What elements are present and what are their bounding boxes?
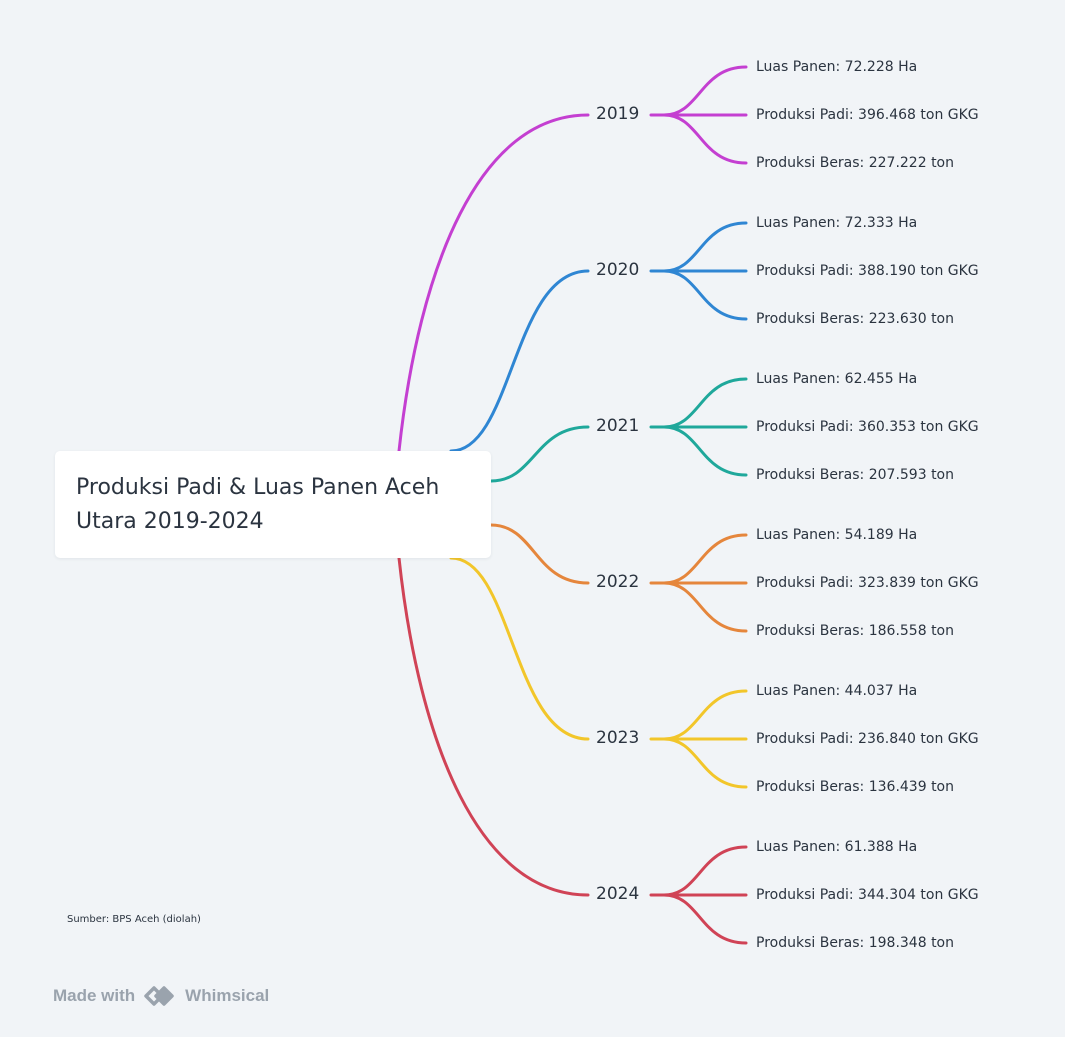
year-2024-luas-panen[interactable]: Luas Panen: 61.388 Ha [756, 839, 918, 855]
year-2021-label: 2021 [596, 416, 640, 436]
whimsical-brand-label: Whimsical [185, 986, 270, 1005]
year-2022-luas-panen[interactable]: Luas Panen: 54.189 Ha [756, 527, 918, 543]
root-topic-title-line-2: Utara 2019-2024 [76, 509, 264, 534]
year-2019-luas-panen[interactable]: Luas Panen: 72.228 Ha [756, 59, 918, 75]
year-2023-label: 2023 [596, 728, 640, 748]
year-2024-produksi-padi[interactable]: Produksi Padi: 344.304 ton GKG [756, 887, 979, 903]
year-2021-branch-1 [662, 377, 748, 429]
year-2022-branch-3 [662, 581, 748, 633]
year-2021-luas-panen[interactable]: Luas Panen: 62.455 Ha [756, 371, 918, 387]
year-2022-produksi-padi[interactable]: Produksi Padi: 323.839 ton GKG [756, 575, 979, 591]
year-2020-branch-3 [662, 269, 748, 321]
year-2024-produksi-beras[interactable]: Produksi Beras: 198.348 ton [756, 935, 954, 951]
root-to-2023-connector [449, 556, 590, 741]
year-2021-produksi-padi[interactable]: Produksi Padi: 360.353 ton GKG [756, 419, 979, 435]
year-2019-label: 2019 [596, 104, 640, 124]
year-2022-label: 2022 [596, 572, 640, 592]
made-with-whimsical-badge[interactable]: Made with Whimsical [53, 982, 269, 1010]
year-2022-produksi-beras[interactable]: Produksi Beras: 186.558 ton [756, 623, 954, 639]
year-2024-branch-1 [662, 845, 748, 897]
root-to-2019-connector [397, 113, 590, 453]
year-2019-produksi-padi[interactable]: Produksi Padi: 396.468 ton GKG [756, 107, 979, 123]
year-2020-produksi-beras[interactable]: Produksi Beras: 223.630 ton [756, 311, 954, 327]
root-to-2024-connector [397, 556, 590, 897]
year-2020-luas-panen[interactable]: Luas Panen: 72.333 Ha [756, 215, 918, 231]
year-2023-luas-panen[interactable]: Luas Panen: 44.037 Ha [756, 683, 918, 699]
root-topic-title-line-1: Produksi Padi & Luas Panen Aceh [76, 475, 440, 500]
year-2020-branch-1 [662, 221, 748, 273]
year-2022-branch-1 [662, 533, 748, 585]
whimsical-logo-icon [144, 986, 174, 1006]
year-2021-produksi-beras[interactable]: Produksi Beras: 207.593 ton [756, 467, 954, 483]
year-2019-produksi-beras[interactable]: Produksi Beras: 227.222 ton [756, 155, 954, 171]
root-to-2020-connector [449, 269, 590, 453]
year-2024-label: 2024 [596, 884, 640, 904]
year-2023-branch-1 [662, 689, 748, 741]
year-2023-produksi-beras[interactable]: Produksi Beras: 136.439 ton [756, 779, 954, 795]
root-to-2021-connector [489, 425, 590, 483]
source-note: Sumber: BPS Aceh (diolah) [67, 914, 201, 925]
year-2019-branch-1 [662, 65, 748, 117]
year-2020-label: 2020 [596, 260, 640, 280]
year-2024-branch-3 [662, 893, 748, 945]
root-topic-card[interactable]: Produksi Padi & Luas Panen Aceh Utara 20… [55, 451, 491, 558]
made-with-label: Made with [53, 986, 136, 1005]
year-2019-branch-3 [662, 113, 748, 165]
year-2021-branch-3 [662, 425, 748, 477]
root-to-2022-connector [489, 523, 590, 585]
year-2023-branch-3 [662, 737, 748, 789]
year-2020-produksi-padi[interactable]: Produksi Padi: 388.190 ton GKG [756, 263, 979, 279]
year-2023-produksi-padi[interactable]: Produksi Padi: 236.840 ton GKG [756, 731, 979, 747]
